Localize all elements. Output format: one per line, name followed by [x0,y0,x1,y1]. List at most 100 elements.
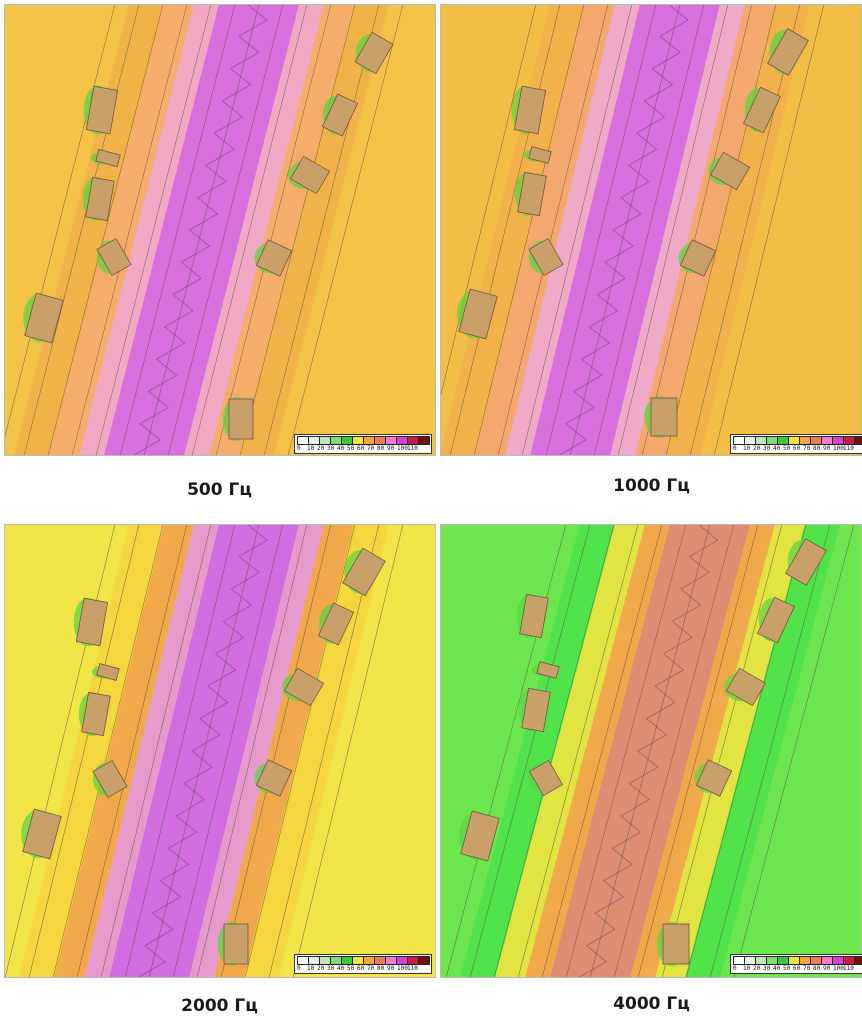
legend-label: 10 [307,965,315,972]
building [317,602,355,646]
building [255,239,293,277]
legend-label: 110 [843,445,854,452]
legend-label: 30 [327,965,335,972]
contour-line [517,524,639,978]
legend-label: 50 [347,445,355,452]
legend-500: 0 10 20 30 40 50 60 70 80 90 100 110 [294,434,432,454]
legend-label: 0 [297,965,301,972]
building [342,547,386,597]
noise-map-500 [4,4,436,456]
legend-label: 50 [783,965,791,972]
building [81,691,111,737]
contour-line [263,4,380,456]
legend-label: 20 [317,965,325,972]
legend-swatch [418,956,430,965]
legend-label: 0 [297,445,301,452]
legend-2000: 0 10 20 30 40 50 60 70 80 90 100 110 [294,954,432,974]
contour-line [449,4,561,456]
legend-swatch [418,436,430,445]
contour-line [589,524,711,978]
legend-label: 30 [327,445,335,452]
contour-line [239,4,356,456]
building [767,28,809,76]
legend-label: 70 [367,965,375,972]
legend-label: 30 [763,965,771,972]
road-contour [557,4,689,456]
legend-label: 20 [753,965,761,972]
legend-label: 90 [387,445,395,452]
contour-line [292,524,404,978]
legend-label: 90 [823,965,831,972]
legend-label: 50 [783,445,791,452]
legend-label: 100 [397,965,408,972]
legend-label: 90 [387,965,395,972]
contour-line [100,524,212,978]
building [460,810,500,862]
building [95,148,121,168]
contour-line [52,524,164,978]
building [743,86,781,134]
legend-label: 90 [823,445,831,452]
panel-frame [4,4,436,456]
contour-line [617,4,729,456]
contour-line [148,524,260,978]
legend-label: 70 [803,445,811,452]
contour-line [689,4,801,456]
legend-label: 40 [773,445,781,452]
contour-line [565,524,687,978]
building [228,398,254,440]
building [528,759,564,797]
building [96,663,120,681]
contour-line [268,524,380,978]
legend-label: 50 [347,965,355,972]
legend-label: 100 [833,965,844,972]
contour-line [637,524,759,978]
building [709,151,751,191]
legend-label: 80 [377,965,385,972]
building [24,292,64,344]
caption-500: 500 Гц [187,480,252,500]
legend-label: 110 [407,445,418,452]
legend-4000: 0 10 20 30 40 50 60 70 80 90 100 110 [730,954,862,974]
building [96,237,132,277]
contour-line [215,4,332,456]
contour-line [196,524,308,978]
building [321,93,359,137]
map-panel-500 [4,4,436,456]
road-contour [577,524,719,978]
legend-label: 0 [733,445,737,452]
building [289,155,331,195]
building [283,667,325,707]
caption-2000: 2000 Гц [181,996,258,1016]
contour-line [440,4,537,400]
legend-label: 80 [813,445,821,452]
legend-label: 100 [397,445,408,452]
panel-frame [4,524,436,978]
map-panel-4000 [440,524,862,978]
building [85,176,115,222]
legend-label: 40 [773,965,781,972]
contour-line [71,4,188,456]
legend-1000: 0 10 20 30 40 50 60 70 80 90 100 110 [730,434,862,454]
contour-line [593,4,705,456]
building [255,759,293,797]
contour-line [569,4,681,456]
legend-label: 60 [357,445,365,452]
contour-line [28,524,140,978]
contour-line [473,4,585,456]
contour-line [493,524,615,978]
building [757,596,795,644]
contour-line [244,524,356,978]
legend-label: 60 [793,965,801,972]
building [223,923,249,965]
contour-line [191,4,308,456]
legend-swatch [854,956,862,965]
contour-line [119,4,236,456]
contour-line [76,524,188,978]
legend-label: 70 [367,445,375,452]
legend-label: 80 [813,965,821,972]
road-contour [131,4,268,456]
contour-line [641,4,753,456]
legend-label: 60 [357,965,365,972]
contour-line [685,524,807,978]
